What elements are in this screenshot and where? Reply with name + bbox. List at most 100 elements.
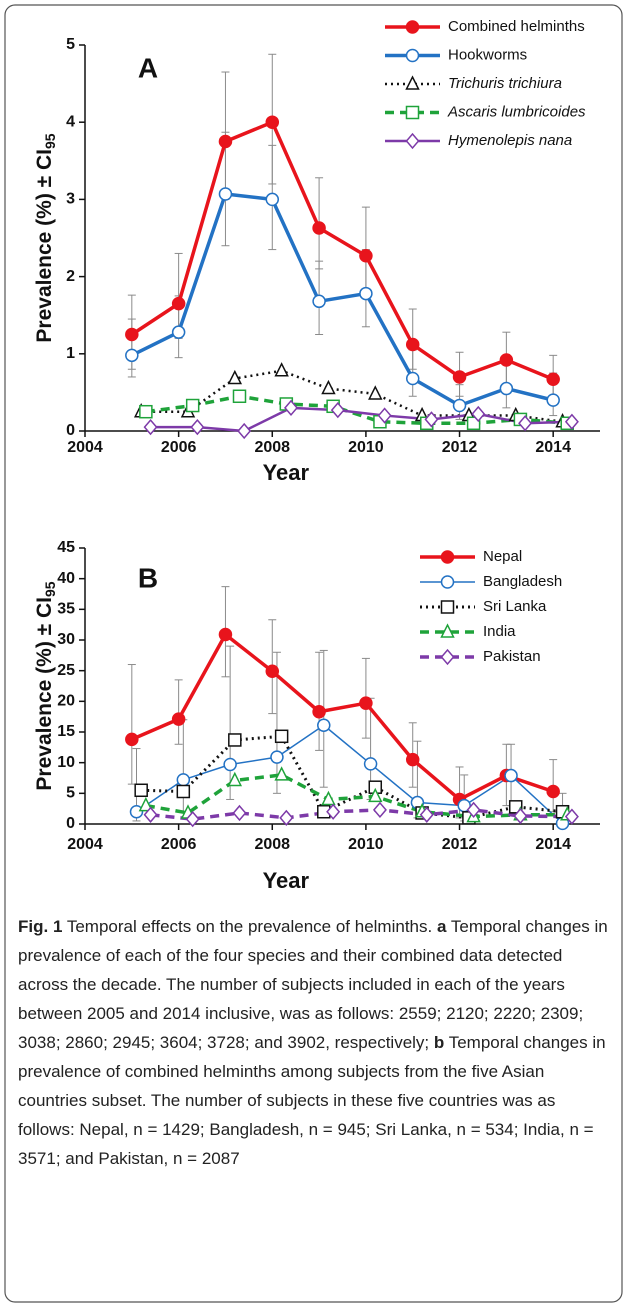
data-point — [368, 385, 383, 400]
y-tick-label: 0 — [66, 422, 75, 439]
x-tick-label: 2010 — [348, 836, 384, 853]
data-point — [284, 399, 298, 416]
data-point — [312, 705, 326, 719]
y-tick-label: 5 — [66, 36, 75, 53]
x-tick-label: 2008 — [254, 439, 290, 456]
caption-text: Temporal changes in prevalence of combin… — [18, 1033, 606, 1168]
legend-marker — [405, 75, 420, 90]
data-point — [218, 134, 233, 149]
data-point — [227, 369, 243, 385]
y-tick-label: 30 — [57, 631, 75, 648]
data-point — [372, 801, 387, 819]
legend-label: Hookworms — [448, 46, 527, 63]
panel-label: A — [138, 52, 158, 83]
data-point — [129, 804, 144, 819]
data-point — [499, 381, 514, 396]
caption-letter: a — [436, 917, 447, 936]
data-point — [452, 370, 467, 384]
x-tick-label: 2014 — [535, 836, 571, 853]
y-tick-label: 45 — [57, 539, 75, 556]
legend-label: Bangladesh — [483, 573, 562, 590]
data-point — [279, 809, 294, 827]
y-tick-label: 4 — [66, 113, 75, 130]
data-point — [330, 402, 345, 419]
legend-marker — [405, 20, 420, 34]
series-line — [141, 734, 563, 820]
data-point — [125, 327, 139, 342]
legend-label: India — [483, 623, 516, 640]
data-point — [274, 766, 289, 781]
data-point — [405, 337, 420, 352]
data-point — [359, 249, 373, 263]
y-tick-label: 15 — [57, 723, 75, 740]
data-point — [546, 784, 560, 799]
legend-label: Combined helminths — [448, 18, 585, 35]
data-point — [499, 353, 514, 367]
x-tick-label: 2004 — [67, 836, 103, 853]
data-point — [228, 733, 242, 747]
x-axis-label: Year — [263, 460, 310, 485]
data-point — [139, 404, 153, 419]
data-point — [125, 732, 139, 747]
data-point — [326, 803, 341, 820]
series-line — [130, 120, 554, 381]
legend-label: Nepal — [483, 548, 522, 565]
legend-marker — [440, 575, 455, 589]
x-tick-label: 2004 — [67, 439, 103, 456]
frame — [4, 4, 623, 1303]
data-point — [218, 627, 233, 642]
data-point — [232, 389, 247, 404]
data-point — [368, 787, 383, 803]
data-point — [564, 808, 579, 825]
legend-label: Trichuris trichiura — [448, 75, 562, 92]
data-point — [471, 405, 486, 423]
data-point — [317, 718, 331, 733]
series-line — [141, 369, 563, 423]
x-tick-label: 2014 — [535, 439, 571, 456]
data-point — [321, 379, 336, 395]
data-point — [424, 411, 439, 428]
y-tick-label: 1 — [66, 345, 75, 362]
x-axis-label: Year — [263, 868, 310, 893]
y-tick-label: 0 — [66, 815, 75, 832]
series-line — [150, 406, 572, 433]
legend-label: Pakistan — [483, 648, 541, 665]
data-point — [504, 768, 518, 783]
data-point — [419, 806, 434, 823]
x-tick-label: 2012 — [442, 836, 478, 853]
legend-marker — [405, 105, 420, 120]
data-point — [134, 783, 148, 798]
y-axis-label: Prevalence (%) ± CI95 — [33, 581, 58, 790]
data-point — [185, 810, 200, 828]
series-line — [136, 724, 564, 824]
x-tick-label: 2006 — [161, 836, 197, 853]
data-point — [237, 422, 252, 440]
y-tick-label: 5 — [66, 785, 75, 802]
data-point — [218, 187, 233, 201]
y-tick-label: 25 — [57, 662, 75, 679]
legend-marker — [405, 48, 420, 63]
series-line — [131, 632, 554, 802]
caption: Fig. 1 Temporal effects on the prevalenc… — [18, 912, 610, 1173]
data-point — [125, 348, 139, 363]
data-point — [190, 418, 205, 436]
caption-letter: b — [433, 1033, 445, 1052]
legend-label: Sri Lanka — [483, 598, 547, 615]
data-point — [176, 773, 191, 787]
x-tick-label: 2010 — [348, 439, 384, 456]
data-point — [321, 790, 336, 806]
data-point — [270, 750, 284, 764]
y-axis-label-subscript: 95 — [42, 581, 58, 597]
data-point — [312, 294, 326, 309]
series-line — [145, 394, 568, 426]
data-point — [227, 771, 243, 787]
caption-label: Fig. 1 — [18, 917, 63, 936]
data-point — [143, 418, 158, 436]
data-point — [232, 804, 247, 822]
data-point — [274, 362, 289, 377]
data-point — [405, 371, 420, 386]
y-axis-label-text: Prevalence (%) ± CI — [33, 597, 56, 791]
data-point — [265, 664, 280, 679]
data-point — [312, 221, 326, 235]
